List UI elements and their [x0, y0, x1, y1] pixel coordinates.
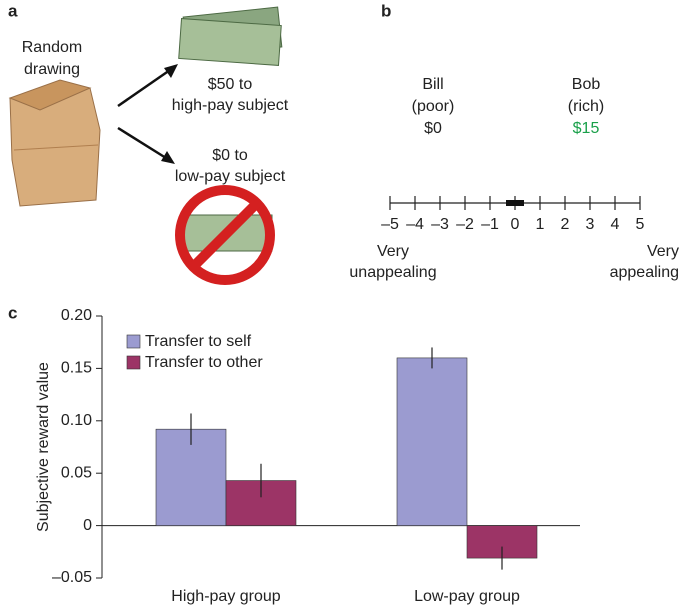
person-amount: $15 [573, 120, 600, 137]
y-tick-label: 0.20 [61, 307, 92, 324]
label-line: drawing [24, 61, 80, 78]
scale-tick-label: –2 [456, 216, 474, 233]
scale-tick-label: –4 [406, 216, 424, 233]
label-line: unappealing [349, 264, 436, 281]
scale-tick-label: –3 [431, 216, 449, 233]
scale-marker [506, 200, 524, 206]
bar [397, 358, 467, 526]
person-amount: $0 [424, 120, 442, 137]
x-tick-label: Low-pay group [414, 588, 520, 605]
legend-swatch [127, 335, 140, 348]
x-tick-label: High-pay group [171, 588, 281, 605]
label-line: $0 to [212, 147, 248, 164]
label-line: $50 to [208, 76, 253, 93]
arrows [118, 64, 178, 164]
y-tick-label: 0.05 [61, 464, 92, 481]
scale-tick-label: 1 [536, 216, 545, 233]
label-line: low-pay subject [175, 168, 286, 185]
scale-tick-label: 5 [636, 216, 645, 233]
bag-icon [10, 80, 100, 206]
scale-tick-label: 4 [611, 216, 620, 233]
scale-tick-label: –1 [481, 216, 499, 233]
person-name: Bob [572, 76, 601, 93]
person-name: Bill [422, 76, 443, 93]
y-tick-label: 0.15 [61, 360, 92, 377]
y-axis-label: Subjective reward value [35, 362, 52, 532]
label-line: high-pay subject [172, 97, 289, 114]
panel-label: c [8, 303, 17, 322]
figure: a Random drawing $50 to high-pay subject $0 t… [0, 0, 681, 608]
y-tick-label: 0.10 [61, 412, 92, 429]
person-status: (poor) [412, 98, 455, 115]
legend-label: Transfer to self [145, 333, 252, 350]
label-line: Very [647, 243, 679, 260]
label-line: appealing [610, 264, 679, 281]
panel-label: a [8, 1, 18, 20]
y-tick-label: 0 [83, 517, 92, 534]
scale-tick-label: –5 [381, 216, 399, 233]
scale-tick-label: 3 [586, 216, 595, 233]
label-line: Random [22, 39, 82, 56]
legend-swatch [127, 356, 140, 369]
person-status: (rich) [568, 98, 604, 115]
money-icon [179, 7, 282, 280]
legend-label: Transfer to other [145, 354, 263, 371]
panel-label: b [381, 1, 391, 20]
y-tick-label: –0.05 [52, 569, 92, 586]
scale-tick-label: 2 [561, 216, 570, 233]
scale-tick-label: 0 [511, 216, 520, 233]
label-line: Very [377, 243, 409, 260]
